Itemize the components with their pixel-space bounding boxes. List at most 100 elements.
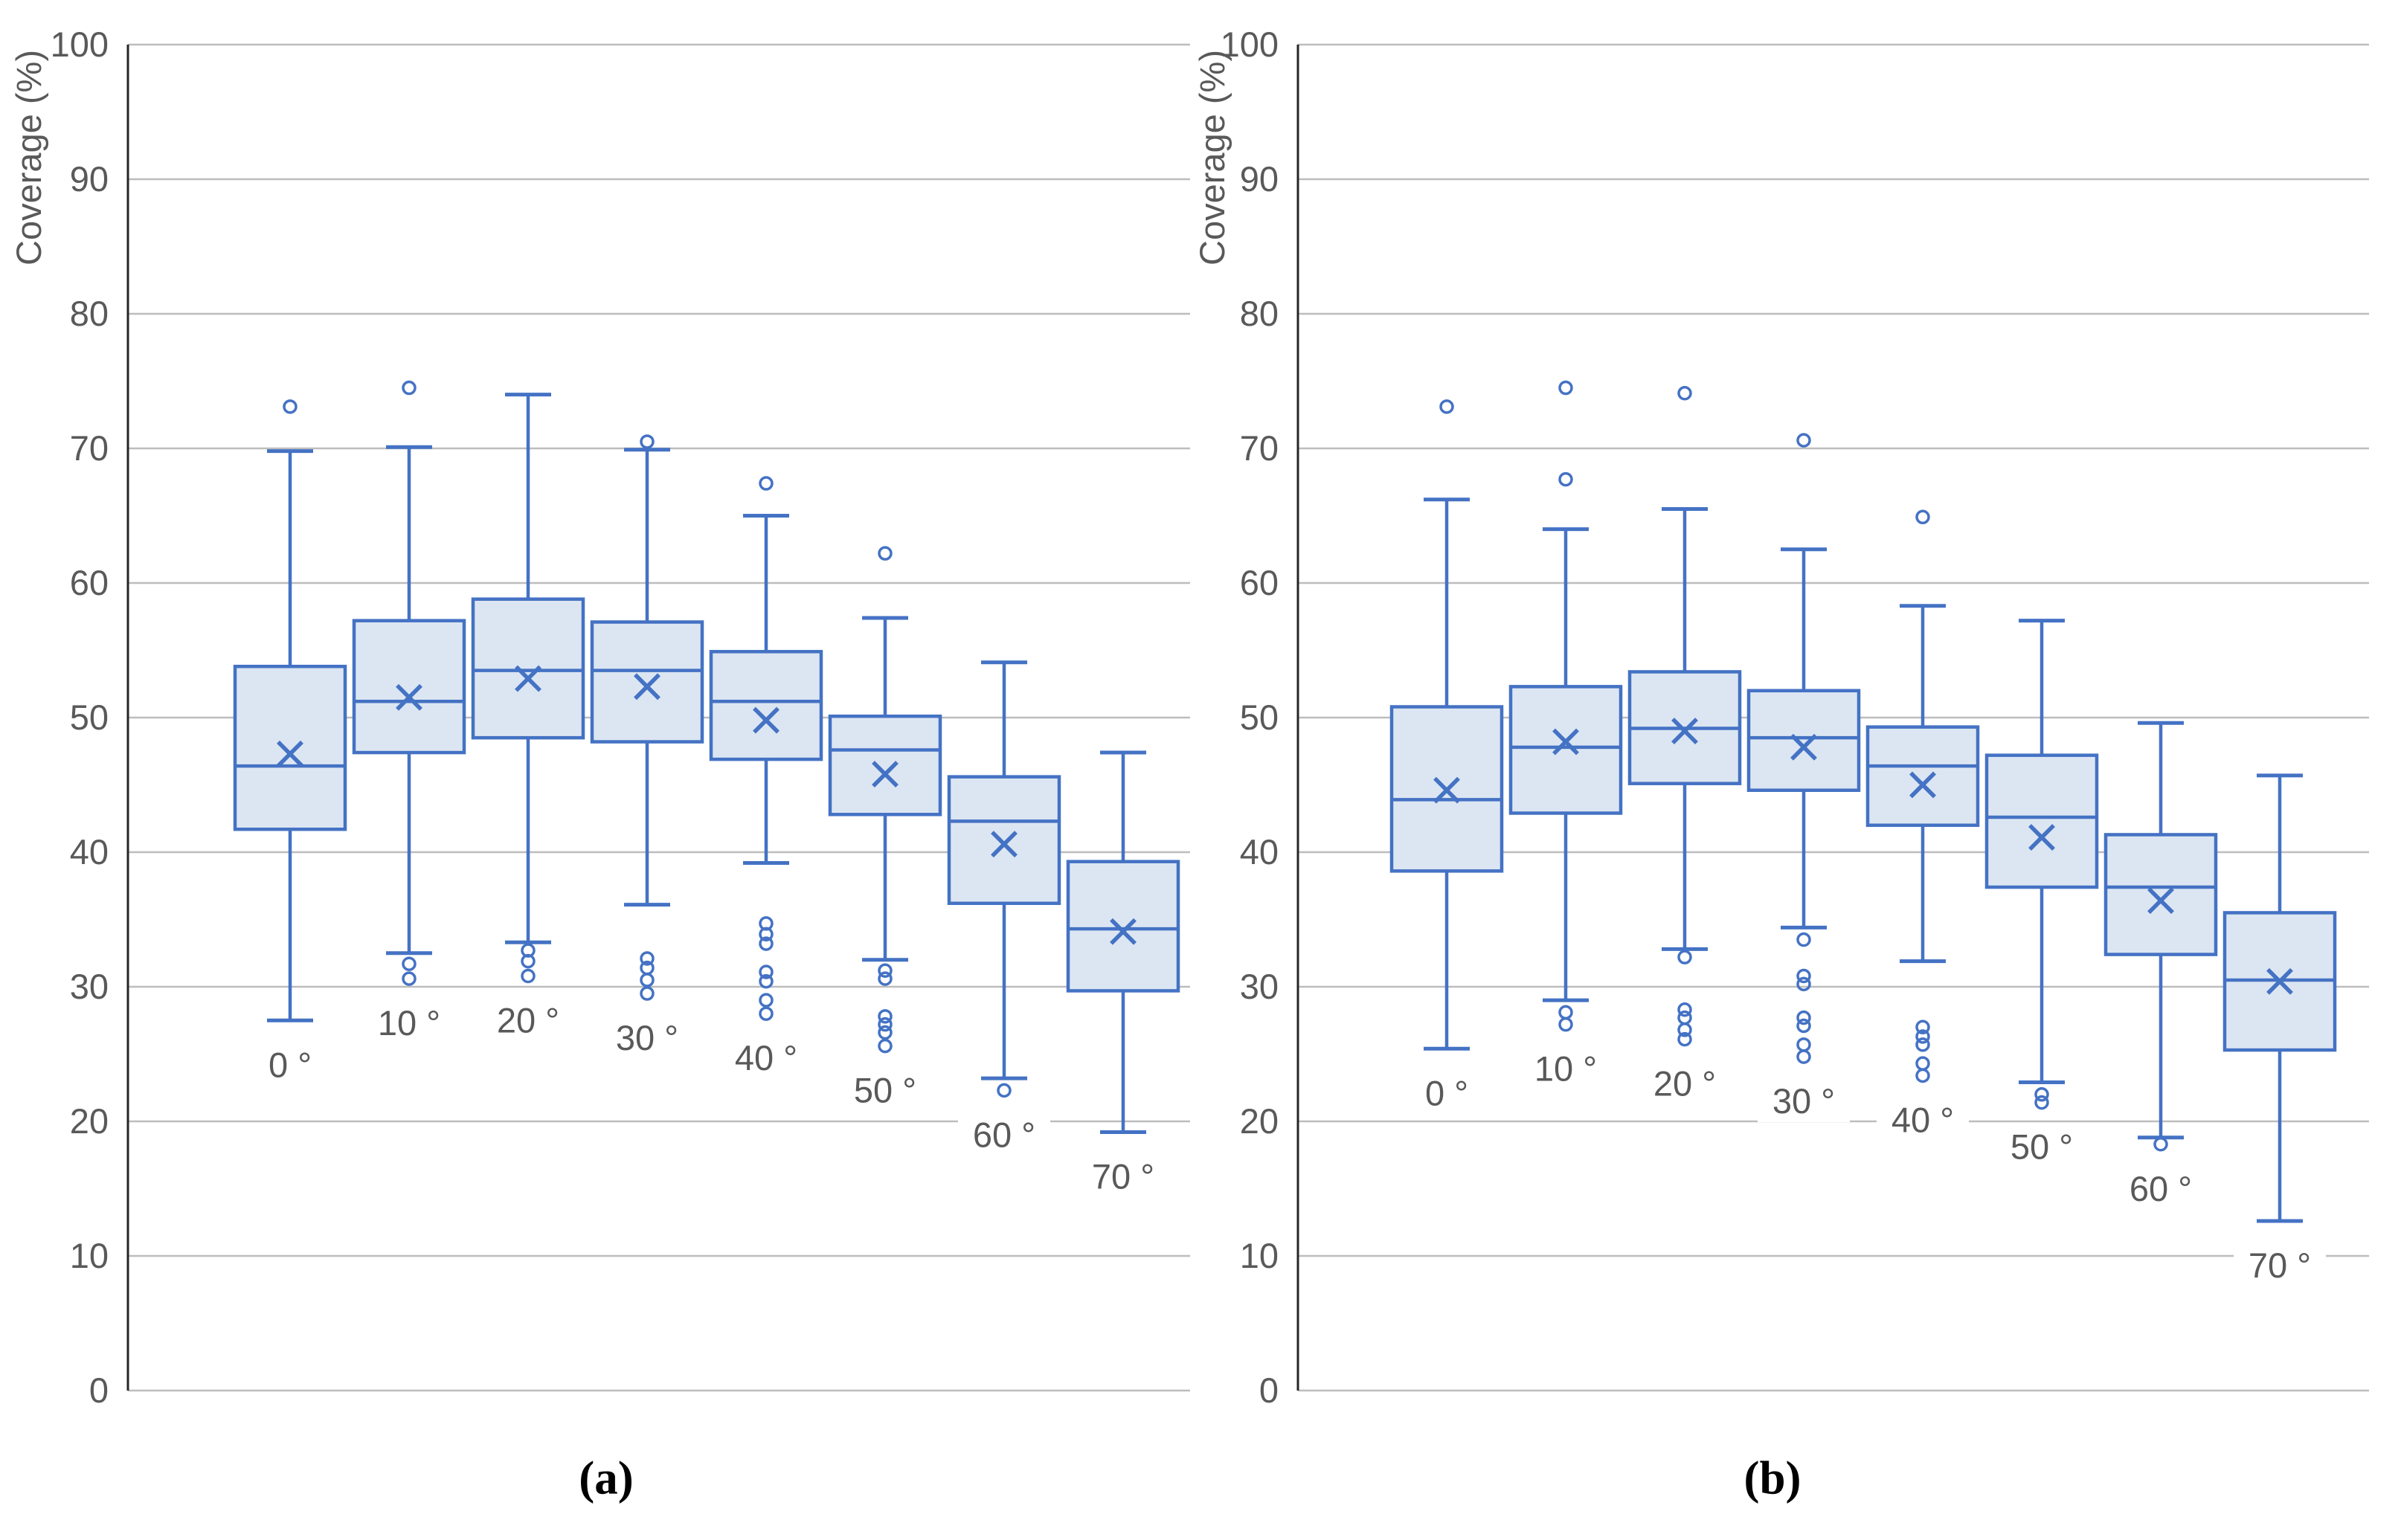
box-series-20°: 20 °: [1627, 386, 1742, 1105]
category-label-bg: [1401, 1072, 1493, 1115]
outlier-point: [1677, 386, 1692, 401]
y-tick-label: 90: [70, 159, 109, 199]
outlier-point: [1915, 1056, 1930, 1071]
category-label: 40 °: [1891, 1100, 1954, 1139]
y-tick-label: 60: [70, 563, 109, 602]
outlier-point: [878, 1025, 893, 1040]
category-label-bg: [1077, 1156, 1169, 1198]
y-tick-label: 30: [70, 967, 109, 1006]
box-series-60°: 60 °: [947, 660, 1061, 1156]
outlier-point: [1796, 932, 1811, 947]
y-tick-label: 10: [70, 1236, 109, 1275]
category-label-bg: [1639, 1063, 1731, 1105]
box-series-20°: 20 °: [471, 393, 585, 1042]
y-tick-label: 40: [1240, 832, 1279, 872]
outlier-point: [1558, 1005, 1573, 1020]
category-label-bg: [1877, 1099, 1969, 1141]
iqr-box: [1746, 689, 1861, 792]
outlier-point: [402, 971, 417, 986]
category-label-bg: [482, 999, 574, 1042]
outlier-point: [1915, 1019, 1930, 1035]
category-label: 0 °: [269, 1045, 312, 1084]
y-tick-label: 50: [1240, 697, 1279, 737]
outlier-point: [1915, 1029, 1930, 1044]
box-series-70°: 70 °: [1066, 750, 1180, 1198]
y-tick-label: 70: [70, 428, 109, 468]
category-label-bg: [2115, 1167, 2207, 1210]
outlier-point: [640, 434, 655, 449]
category-label: 20 °: [497, 1001, 559, 1040]
outlier-point: [2034, 1087, 2049, 1102]
category-label: 20 °: [1653, 1064, 1716, 1104]
category-label: 40 °: [735, 1038, 797, 1077]
mean-marker: [753, 706, 780, 734]
outlier-point: [759, 476, 774, 491]
category-label: 50 °: [854, 1071, 916, 1110]
mean-marker: [2147, 887, 2174, 915]
category-label-bg: [839, 1069, 931, 1112]
y-tick-label: 80: [1240, 294, 1279, 333]
mean-marker: [277, 740, 303, 767]
category-label-bg: [1996, 1126, 2088, 1168]
box-series-60°: 60 °: [2103, 721, 2218, 1210]
y-tick-label: 20: [1240, 1101, 1279, 1141]
category-label: 0 °: [1425, 1073, 1468, 1112]
iqr-box: [590, 620, 704, 744]
mean-marker: [872, 761, 899, 787]
outlier-point: [640, 973, 655, 988]
iqr-box: [1865, 725, 1980, 828]
outlier-point: [1796, 1018, 1811, 1034]
box-series-30°: 30 °: [1746, 433, 1861, 1123]
outlier-point: [1796, 1037, 1811, 1052]
box-series-50°: 50 °: [1984, 619, 2099, 1168]
mean-marker: [991, 831, 1018, 858]
outlier-point: [1796, 976, 1811, 992]
category-label: 60 °: [973, 1115, 1035, 1154]
category-label: 10 °: [378, 1003, 440, 1043]
category-label: 70 °: [1092, 1156, 1154, 1196]
outlier-point: [878, 963, 893, 979]
y-axis-title: Coverage (%): [1192, 50, 1232, 265]
mean-marker: [515, 665, 541, 692]
outlier-point: [1558, 380, 1573, 396]
panel-a-caption: (a): [579, 1452, 634, 1504]
category-label-bg: [720, 1037, 812, 1080]
mean-marker: [1433, 776, 1460, 804]
outlier-point: [878, 1038, 893, 1054]
category-label-bg: [958, 1114, 1050, 1156]
mean-marker: [1909, 771, 1936, 799]
mean-marker: [1671, 718, 1698, 745]
category-label: 10 °: [1534, 1049, 1597, 1089]
y-tick-label: 40: [70, 832, 109, 872]
outlier-point: [759, 974, 774, 989]
category-label-bg: [1758, 1080, 1850, 1123]
outlier-point: [1796, 433, 1811, 448]
iqr-box: [471, 597, 585, 740]
box-series-10°: 10 °: [1508, 380, 1623, 1090]
category-label: 30 °: [616, 1018, 678, 1057]
mean-marker: [634, 673, 660, 700]
category-label-bg: [244, 1044, 336, 1086]
y-tick-label: 20: [70, 1101, 109, 1141]
y-tick-label: 80: [70, 294, 109, 333]
box-series-50°: 50 °: [828, 546, 942, 1112]
outlier-point: [2034, 1095, 2049, 1110]
outlier-point: [283, 399, 298, 414]
box-series-30°: 30 °: [590, 434, 704, 1060]
category-label-bg: [363, 1002, 455, 1045]
y-tick-label: 100: [51, 25, 109, 64]
outlier-point: [1677, 1002, 1692, 1017]
box-series-70°: 70 °: [2222, 773, 2337, 1286]
iqr-box: [1984, 753, 2099, 889]
outlier-point: [1439, 399, 1454, 414]
mean-marker: [1110, 918, 1137, 945]
iqr-box: [709, 650, 823, 761]
mean-marker: [1552, 728, 1579, 755]
mean-marker: [1790, 733, 1817, 761]
y-tick-label: 0: [89, 1370, 109, 1410]
outlier-point: [878, 971, 893, 986]
outlier-point: [1915, 1068, 1930, 1083]
